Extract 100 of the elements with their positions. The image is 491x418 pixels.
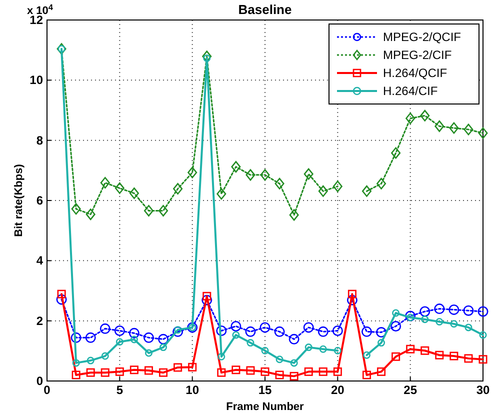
point — [260, 169, 270, 181]
y-tick-label: 6 — [36, 194, 44, 208]
point — [290, 372, 298, 380]
point — [478, 306, 488, 317]
y-tick-label: 2 — [36, 314, 44, 328]
point — [216, 326, 227, 336]
point — [159, 368, 168, 377]
point — [100, 323, 110, 334]
point — [86, 356, 94, 364]
point — [129, 188, 139, 200]
point — [246, 339, 254, 347]
point — [378, 339, 386, 347]
point — [304, 367, 313, 376]
point — [420, 110, 430, 122]
point — [450, 320, 458, 328]
point — [202, 294, 212, 306]
point — [232, 331, 240, 339]
point — [449, 122, 459, 134]
point — [362, 185, 372, 197]
y-tick-label: 4 — [36, 254, 44, 268]
y-tick-label: 0 — [36, 374, 44, 388]
point — [101, 352, 109, 360]
point — [231, 161, 241, 173]
point — [114, 326, 125, 336]
point — [318, 367, 328, 376]
point — [318, 185, 328, 197]
point — [274, 178, 284, 190]
point — [158, 204, 168, 216]
point — [392, 309, 400, 317]
point — [116, 338, 124, 346]
point — [100, 368, 110, 377]
point — [172, 326, 184, 337]
point — [261, 346, 269, 354]
point — [232, 366, 240, 374]
point — [332, 180, 342, 192]
point — [72, 359, 80, 367]
point — [420, 346, 430, 355]
point — [421, 316, 429, 324]
point — [260, 322, 270, 333]
x-tick-label: 15 — [258, 383, 272, 397]
point — [114, 182, 124, 194]
x-tick-label: 30 — [476, 383, 490, 397]
point — [274, 326, 285, 337]
point — [173, 183, 183, 195]
point — [346, 294, 358, 306]
point — [406, 314, 414, 322]
point — [334, 346, 342, 354]
point — [464, 124, 474, 136]
point — [174, 326, 182, 334]
point — [57, 290, 66, 298]
point — [288, 334, 300, 344]
point — [130, 366, 138, 374]
point — [464, 324, 472, 332]
point — [436, 318, 444, 326]
point — [333, 367, 342, 376]
point — [218, 352, 226, 360]
point — [144, 204, 154, 216]
point — [434, 120, 444, 132]
point — [144, 366, 153, 375]
legend-label: MPEG-2/CIF — [383, 48, 452, 62]
legend-label: H.264/QCIF — [383, 66, 448, 80]
point — [448, 304, 460, 315]
point — [303, 322, 314, 333]
point — [158, 334, 169, 344]
point — [434, 304, 445, 314]
point — [377, 367, 386, 376]
point — [246, 366, 255, 375]
point — [276, 356, 284, 364]
point — [391, 147, 401, 159]
x-tick-label: 5 — [116, 383, 124, 397]
point — [260, 367, 270, 376]
point — [390, 321, 402, 332]
point — [478, 127, 488, 139]
point — [435, 350, 444, 360]
point — [203, 54, 211, 62]
point — [392, 352, 400, 361]
point — [130, 336, 138, 344]
point — [376, 178, 386, 190]
point — [275, 370, 284, 380]
point — [174, 363, 182, 372]
point — [304, 344, 312, 352]
point — [230, 321, 242, 332]
point — [85, 332, 96, 343]
point — [420, 306, 430, 317]
point — [464, 354, 473, 363]
chart-title: Baseline — [238, 2, 292, 17]
point — [332, 326, 343, 336]
point — [216, 188, 226, 200]
point — [362, 351, 370, 359]
point — [71, 203, 81, 215]
point — [478, 355, 488, 364]
legend-label: H.264/CIF — [383, 84, 438, 98]
point — [479, 331, 487, 339]
point — [362, 370, 371, 380]
y-axis-title: Bit rate(Kbps) — [13, 164, 25, 237]
y-tick-label: 8 — [36, 133, 44, 148]
point — [405, 310, 416, 322]
point — [245, 326, 256, 337]
point — [143, 332, 154, 343]
point — [406, 112, 416, 124]
